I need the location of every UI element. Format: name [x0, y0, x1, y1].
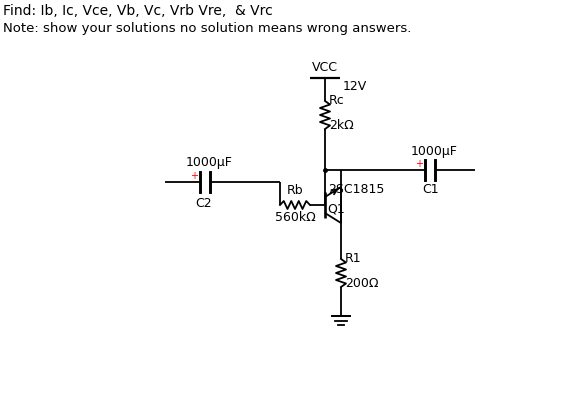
- Text: 560kΩ: 560kΩ: [275, 211, 315, 224]
- Text: C1: C1: [423, 183, 439, 196]
- Text: VCC: VCC: [312, 61, 338, 74]
- Text: Rc: Rc: [329, 94, 345, 107]
- Text: 1000μF: 1000μF: [410, 145, 457, 158]
- Text: Q1: Q1: [327, 203, 345, 216]
- Text: C2: C2: [196, 197, 212, 210]
- Text: 2kΩ: 2kΩ: [329, 119, 354, 132]
- Text: Rb: Rb: [287, 184, 303, 197]
- Text: +: +: [415, 159, 423, 169]
- Text: +: +: [190, 171, 198, 181]
- Text: Find: Ib, Ic, Vce, Vb, Vc, Vrb Vre,  & Vrc: Find: Ib, Ic, Vce, Vb, Vc, Vrb Vre, & Vr…: [3, 4, 272, 18]
- Text: 200Ω: 200Ω: [345, 277, 378, 290]
- Text: Note: show your solutions no solution means wrong answers.: Note: show your solutions no solution me…: [3, 22, 412, 35]
- Text: 1000μF: 1000μF: [186, 156, 233, 169]
- Text: 2SC1815: 2SC1815: [328, 183, 385, 196]
- Text: 12V: 12V: [343, 80, 367, 93]
- Text: R1: R1: [345, 252, 361, 265]
